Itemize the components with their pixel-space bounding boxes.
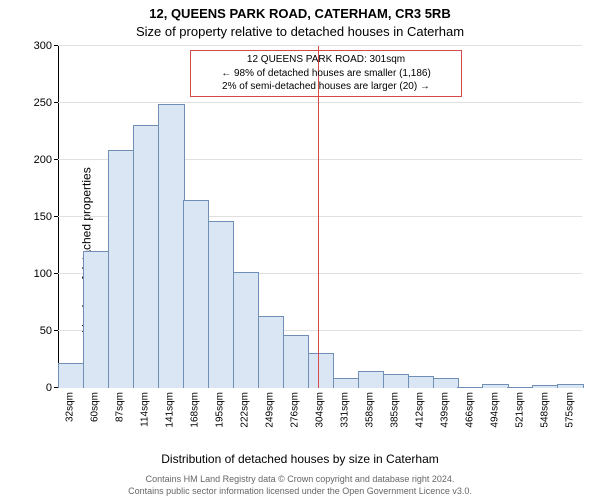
histogram-bar — [333, 378, 359, 388]
histogram-bar — [258, 316, 284, 388]
x-tick-label: 466sqm — [464, 392, 475, 428]
y-tick-mark — [54, 102, 58, 103]
histogram-bar — [208, 221, 234, 388]
y-tick-label: 200 — [34, 154, 52, 166]
histogram-bar — [557, 384, 583, 388]
attribution-line-2: Contains public sector information licen… — [0, 486, 600, 496]
histogram-bar — [433, 378, 459, 388]
x-tick-label: 114sqm — [140, 392, 151, 427]
y-tick-mark — [54, 330, 58, 331]
y-tick-mark — [54, 273, 58, 274]
histogram-bar — [108, 150, 134, 388]
histogram-bar — [532, 385, 558, 388]
page-title-address: 12, QUEENS PARK ROAD, CATERHAM, CR3 5RB — [0, 6, 600, 21]
x-tick-label: 575sqm — [564, 392, 575, 428]
x-tick-label: 87sqm — [115, 392, 126, 422]
x-tick-label: 168sqm — [190, 392, 201, 428]
histogram-bar — [457, 387, 483, 388]
x-tick-label: 222sqm — [240, 392, 251, 428]
x-axis-label: Distribution of detached houses by size … — [0, 452, 600, 466]
y-tick-mark — [54, 159, 58, 160]
histogram-bar — [158, 104, 184, 388]
annotation-line: 2% of semi-detached houses are larger (2… — [197, 80, 455, 94]
property-marker-line — [318, 46, 319, 388]
y-tick-label: 0 — [46, 382, 52, 394]
y-tick-label: 250 — [34, 97, 52, 109]
histogram-bar — [58, 363, 84, 388]
x-tick-label: 412sqm — [414, 392, 425, 428]
y-axis-line — [58, 46, 59, 388]
y-tick-label: 300 — [34, 40, 52, 52]
x-tick-label: 304sqm — [315, 392, 326, 428]
histogram-bar — [507, 387, 533, 388]
x-tick-label: 141sqm — [165, 392, 176, 428]
annotation-box: 12 QUEENS PARK ROAD: 301sqm← 98% of deta… — [190, 50, 462, 97]
histogram-bar — [183, 200, 209, 388]
x-tick-label: 548sqm — [539, 392, 550, 428]
y-tick-label: 50 — [40, 325, 52, 337]
y-tick-mark — [54, 45, 58, 46]
x-tick-label: 385sqm — [389, 392, 400, 428]
annotation-line: 12 QUEENS PARK ROAD: 301sqm — [197, 53, 455, 67]
page-subtitle: Size of property relative to detached ho… — [0, 24, 600, 39]
histogram-chart: 05010015020025030032sqm60sqm87sqm114sqm1… — [58, 46, 582, 388]
y-tick-label: 150 — [34, 211, 52, 223]
x-tick-label: 521sqm — [514, 392, 525, 428]
attribution-line-1: Contains HM Land Registry data © Crown c… — [0, 474, 600, 484]
grid-line — [58, 102, 582, 103]
histogram-bar — [283, 335, 309, 388]
y-tick-mark — [54, 216, 58, 217]
histogram-bar — [358, 371, 384, 388]
histogram-bar — [383, 374, 409, 388]
x-tick-label: 32sqm — [65, 392, 76, 422]
histogram-bar — [308, 353, 334, 388]
grid-line — [58, 45, 582, 46]
histogram-bar — [482, 384, 508, 388]
x-tick-label: 60sqm — [90, 392, 101, 422]
x-tick-label: 276sqm — [290, 392, 301, 428]
x-tick-label: 358sqm — [364, 392, 375, 428]
y-tick-label: 100 — [34, 268, 52, 280]
x-tick-label: 195sqm — [215, 392, 226, 428]
x-tick-label: 439sqm — [439, 392, 450, 428]
histogram-bar — [408, 376, 434, 388]
histogram-bar — [233, 272, 259, 388]
histogram-bar — [83, 251, 109, 388]
x-tick-label: 331sqm — [339, 392, 350, 428]
x-tick-label: 494sqm — [489, 392, 500, 428]
x-tick-label: 249sqm — [265, 392, 276, 428]
annotation-line: ← 98% of detached houses are smaller (1,… — [197, 67, 455, 81]
histogram-bar — [133, 125, 159, 388]
